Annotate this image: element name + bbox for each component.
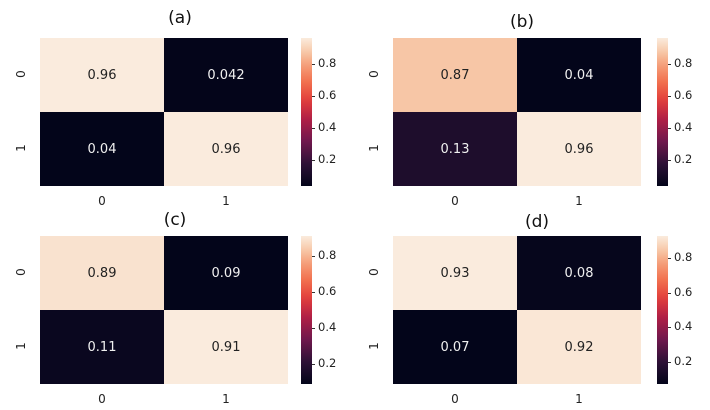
heatmap-cell: 0.91: [164, 310, 288, 384]
panel-title: (b): [509, 12, 535, 32]
colorbar-tick-label: 0.6: [674, 284, 693, 299]
colorbar-tick-mark: [312, 255, 315, 257]
heatmap-cell: 0.09: [164, 236, 288, 310]
heatmap-cell: 0.89: [40, 236, 164, 310]
colorbar-tick-label: 0.6: [318, 87, 337, 102]
x-tick-label: 0: [98, 194, 106, 208]
heatmap-cell: 0.13: [393, 112, 517, 186]
colorbar-tick-mark: [312, 291, 315, 293]
colorbar-tick-mark: [312, 63, 315, 65]
colorbar-tick-mark: [312, 128, 315, 130]
colorbar: [657, 38, 668, 186]
colorbar-tick-label: 0.8: [674, 55, 693, 70]
x-tick-label: 1: [222, 392, 230, 406]
heatmap-cell: 0.042: [164, 38, 288, 112]
y-tick-label: 1: [14, 342, 28, 350]
colorbar-tick-mark: [668, 258, 671, 260]
colorbar: [301, 236, 312, 384]
colorbar-tick-mark: [668, 160, 671, 162]
heatmap-cell: 0.08: [517, 236, 641, 310]
colorbar-tick-mark: [312, 95, 315, 97]
colorbar: [657, 236, 668, 384]
x-tick-label: 0: [451, 194, 459, 208]
y-tick-label: 1: [14, 144, 28, 152]
panel-title: (d): [524, 212, 550, 232]
colorbar-tick-mark: [312, 328, 315, 330]
x-tick-label: 0: [98, 392, 106, 406]
heatmap-cell: 0.92: [517, 310, 641, 384]
heatmap-cell: 0.96: [164, 112, 288, 186]
colorbar-tick-label: 0.4: [674, 120, 693, 135]
colorbar-tick-mark: [668, 292, 671, 294]
heatmap-cell: 0.96: [517, 112, 641, 186]
heatmap-cell: 0.96: [40, 38, 164, 112]
colorbar-tick-mark: [312, 160, 315, 162]
y-tick-label: 1: [367, 144, 381, 152]
colorbar-tick-label: 0.8: [318, 55, 337, 70]
heatmap-cell: 0.04: [40, 112, 164, 186]
x-tick-label: 1: [575, 194, 583, 208]
colorbar-tick-mark: [668, 327, 671, 329]
heatmap-cell: 0.04: [517, 38, 641, 112]
colorbar-tick-label: 0.2: [674, 353, 693, 368]
colorbar-tick-label: 0.4: [318, 320, 337, 335]
y-tick-label: 0: [14, 70, 28, 78]
y-tick-label: 0: [367, 268, 381, 276]
colorbar-tick-label: 0.2: [318, 356, 337, 371]
x-tick-label: 0: [451, 392, 459, 406]
colorbar-tick-label: 0.8: [318, 247, 337, 262]
colorbar-tick-label: 0.6: [674, 87, 693, 102]
colorbar-tick-mark: [312, 364, 315, 366]
colorbar: [301, 38, 312, 186]
colorbar-tick-mark: [668, 128, 671, 130]
panel-title: (c): [163, 210, 187, 230]
colorbar-tick-label: 0.6: [318, 283, 337, 298]
x-tick-label: 1: [222, 194, 230, 208]
colorbar-tick-label: 0.2: [318, 152, 337, 167]
colorbar-tick-label: 0.2: [674, 152, 693, 167]
colorbar-tick-label: 0.8: [674, 250, 693, 265]
colorbar-tick-mark: [668, 95, 671, 97]
heatmap-cell: 0.87: [393, 38, 517, 112]
heatmap-cell: 0.11: [40, 310, 164, 384]
heatmap-cell: 0.93: [393, 236, 517, 310]
y-tick-label: 0: [367, 70, 381, 78]
colorbar-tick-label: 0.4: [318, 120, 337, 135]
y-tick-label: 0: [14, 268, 28, 276]
x-tick-label: 1: [575, 392, 583, 406]
colorbar-tick-label: 0.4: [674, 319, 693, 334]
colorbar-tick-mark: [668, 361, 671, 363]
y-tick-label: 1: [367, 342, 381, 350]
colorbar-tick-mark: [668, 63, 671, 65]
panel-title: (a): [168, 8, 192, 28]
heatmap-cell: 0.07: [393, 310, 517, 384]
